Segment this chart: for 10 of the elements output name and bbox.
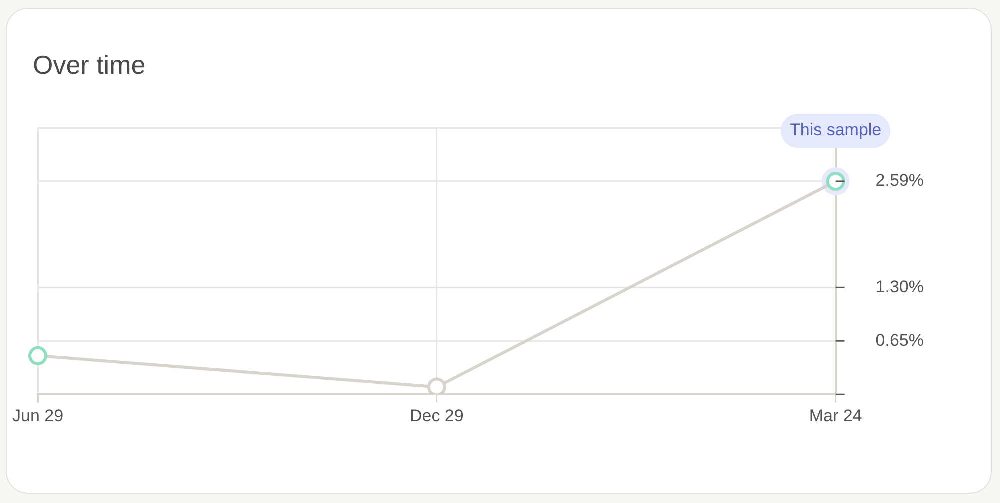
y-tick-label: 1.30% [876, 277, 924, 296]
y-tick-label: 2.59% [876, 171, 924, 190]
x-tick-label: Mar 24 [809, 406, 862, 426]
point [427, 378, 446, 395]
x-tick-label: Dec 29 [410, 406, 464, 426]
chart-title: Over time [33, 50, 146, 81]
y-tick-label: 0.65% [876, 330, 924, 350]
annotation: This sample [790, 120, 882, 140]
x-tick-label: Jun 29 [12, 406, 64, 426]
point [28, 346, 48, 366]
